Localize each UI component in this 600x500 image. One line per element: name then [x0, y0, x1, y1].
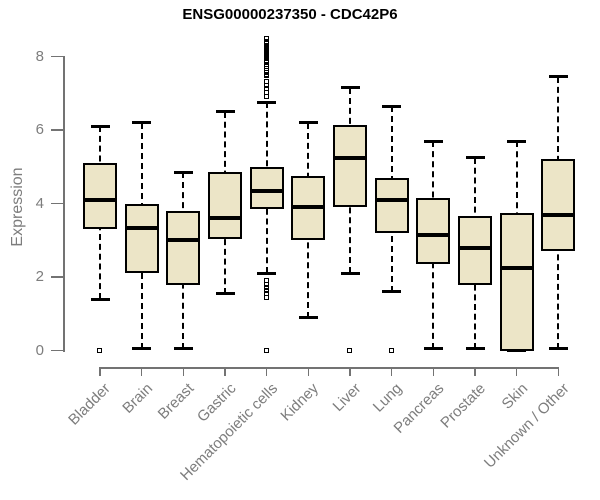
whisker-cap-high — [173, 170, 193, 174]
whisker-cap-low — [257, 271, 277, 275]
median-line — [249, 188, 284, 193]
whisker-cap-high — [215, 110, 235, 114]
x-axis-line — [99, 367, 560, 369]
x-tick — [349, 367, 351, 376]
y-tick — [51, 349, 63, 352]
y-tick-label: 6 — [35, 121, 44, 139]
median-line — [83, 197, 117, 202]
x-tick — [140, 367, 143, 376]
y-tick-label: 0 — [35, 341, 44, 359]
whisker-cap-high — [548, 75, 568, 79]
box-lung — [374, 177, 409, 233]
outlier-marker — [347, 348, 353, 354]
whisker-cap-low — [132, 347, 152, 351]
median-line — [458, 245, 493, 250]
box-brain — [124, 203, 159, 274]
median-line — [208, 216, 242, 221]
x-tick — [515, 367, 518, 376]
y-axis-line — [63, 56, 65, 352]
x-tick — [224, 367, 226, 376]
whisker-cap-low — [173, 347, 193, 351]
y-tick — [51, 276, 63, 278]
box-pancreas — [416, 198, 451, 265]
outlier-marker — [263, 291, 269, 297]
outlier-marker — [263, 282, 269, 287]
x-axis-label: Prostate — [437, 380, 490, 432]
whisker-cap-low — [548, 347, 568, 351]
whisker-cap-low — [90, 297, 110, 301]
box-liver — [333, 124, 368, 208]
x-axis-label: Liver — [329, 380, 365, 416]
whisker-cap-low — [507, 349, 527, 353]
median-line — [499, 265, 534, 270]
whisker-cap-high — [132, 121, 152, 125]
whisker-cap-low — [465, 347, 485, 351]
outlier-marker — [263, 59, 269, 65]
whisker-cap-high — [340, 86, 360, 90]
whisker-cap-low — [382, 290, 402, 294]
chart-title: ENSG00000237350 - CDC42P6 — [182, 6, 398, 23]
median-line — [333, 155, 368, 160]
whisker-cap-high — [382, 104, 402, 108]
whisker-cap-high — [507, 139, 527, 143]
x-tick — [474, 367, 476, 376]
x-tick — [307, 367, 310, 376]
x-axis-label: Bladder — [65, 380, 115, 429]
outlier-marker — [263, 93, 269, 99]
outlier-marker — [388, 348, 394, 354]
whisker-cap-high — [257, 100, 277, 104]
x-axis-label: Kidney — [277, 380, 323, 425]
whisker-cap-high — [298, 121, 318, 125]
median-line — [416, 232, 451, 237]
whisker-cap-high — [465, 156, 485, 160]
x-tick — [265, 367, 268, 376]
y-tick — [51, 129, 63, 131]
whisker-cap-high — [423, 139, 443, 143]
x-axis-label: Breast — [154, 380, 198, 423]
outlier-marker — [263, 73, 269, 79]
box-bladder — [83, 163, 117, 230]
y-tick-label: 2 — [35, 268, 44, 286]
whisker-cap-low — [298, 316, 318, 320]
median-line — [124, 225, 159, 230]
box-prostate — [458, 216, 493, 285]
y-tick — [51, 202, 63, 205]
outlier-marker — [263, 294, 269, 300]
median-line — [166, 238, 201, 243]
outlier-marker — [263, 284, 269, 290]
x-axis-label: Brain — [118, 380, 156, 417]
x-axis-label: Skin — [498, 380, 531, 413]
y-tick-label: 8 — [35, 47, 44, 65]
median-line — [291, 205, 326, 210]
outlier-marker — [263, 287, 269, 293]
box-skin — [499, 212, 534, 351]
box-gastric — [208, 172, 242, 239]
box-unknown-other — [541, 159, 576, 252]
box-hematopoietic-cells — [249, 166, 284, 210]
x-tick — [99, 367, 101, 376]
x-tick — [557, 367, 560, 376]
x-tick — [390, 367, 393, 376]
median-line — [374, 197, 409, 202]
whisker-cap-low — [340, 271, 360, 275]
y-tick-label: 4 — [35, 194, 44, 212]
whisker-cap-high — [90, 124, 110, 128]
x-axis-label: Lung — [370, 380, 406, 416]
x-tick — [182, 367, 185, 376]
median-line — [541, 212, 576, 217]
y-tick — [51, 55, 63, 58]
whisker-cap-low — [423, 347, 443, 351]
x-tick — [432, 367, 435, 376]
outlier-marker — [263, 348, 269, 354]
whisker-cap-low — [215, 292, 235, 296]
outlier-marker — [97, 348, 102, 354]
box-breast — [166, 210, 201, 285]
